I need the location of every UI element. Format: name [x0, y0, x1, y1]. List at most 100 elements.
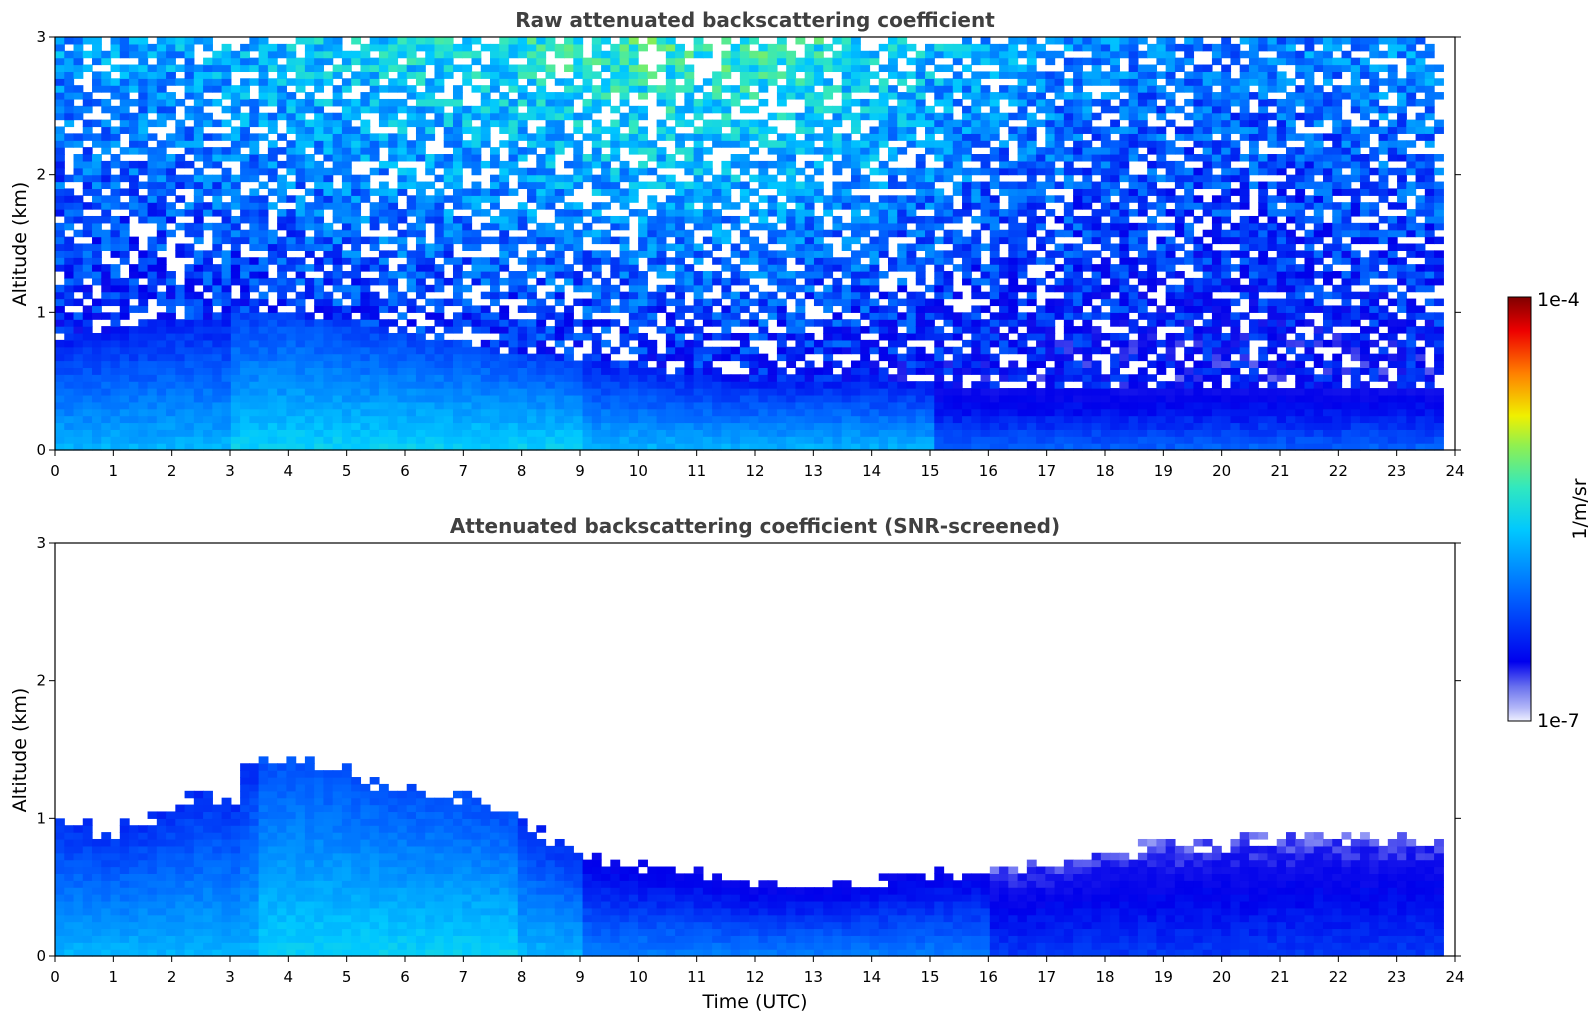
heatmap-cell: [230, 64, 241, 73]
heatmap-cell: [184, 401, 195, 410]
heatmap-cell: [490, 202, 500, 210]
heatmap-cell: [147, 346, 158, 355]
heatmap-cell: [804, 119, 815, 128]
heatmap-cell: [656, 133, 667, 141]
heatmap-cell: [480, 105, 491, 114]
heatmap-cell: [369, 374, 380, 382]
heatmap-cell: [490, 408, 500, 417]
heatmap-cell: [739, 85, 750, 93]
heatmap-cell: [314, 353, 325, 362]
heatmap-cell: [619, 443, 630, 451]
heatmap-cell: [832, 312, 843, 320]
heatmap-cell: [934, 408, 945, 417]
heatmap-cell: [258, 346, 269, 355]
heatmap-cell: [665, 436, 676, 444]
heatmap-cell: [841, 243, 852, 251]
heatmap-cell: [249, 264, 260, 272]
heatmap-cell: [397, 188, 408, 196]
heatmap-cell: [369, 360, 380, 368]
heatmap-cell: [934, 209, 945, 217]
heatmap-cell: [712, 105, 722, 114]
heatmap-cell: [101, 415, 112, 424]
panel-raw-heatmap: [55, 37, 1444, 451]
heatmap-cell: [545, 422, 556, 430]
heatmap-cell: [258, 160, 269, 169]
heatmap-cell: [378, 319, 389, 327]
heatmap-cell: [989, 119, 1000, 128]
heatmap-cell: [415, 401, 426, 410]
heatmap-cell: [897, 415, 908, 424]
heatmap-cell: [721, 332, 732, 341]
heatmap-cell: [721, 112, 732, 121]
heatmap-cell: [240, 167, 250, 176]
heatmap-cell: [341, 360, 352, 368]
heatmap-cell: [906, 257, 917, 265]
heatmap-cell: [573, 119, 584, 128]
heatmap-cell: [351, 50, 362, 59]
heatmap-cell: [406, 43, 417, 52]
heatmap-cell: [452, 98, 463, 107]
heatmap-cell: [610, 188, 621, 196]
heatmap-cell: [962, 154, 972, 162]
heatmap-cell: [850, 360, 861, 368]
heatmap-cell: [64, 271, 75, 279]
heatmap-cell: [332, 422, 343, 430]
heatmap-cell: [776, 271, 787, 279]
heatmap-cell: [92, 243, 102, 251]
heatmap-cell: [527, 140, 537, 148]
heatmap-cell: [462, 443, 473, 451]
heatmap-cell: [721, 140, 732, 148]
heatmap-cell: [462, 202, 473, 210]
heatmap-cell: [610, 408, 621, 417]
heatmap-cell: [258, 167, 269, 176]
heatmap-cell: [471, 401, 482, 410]
heatmap-cell: [360, 381, 371, 389]
heatmap-cell: [119, 236, 130, 245]
heatmap-cell: [369, 43, 380, 52]
heatmap-cell: [203, 98, 213, 107]
heatmap-cell: [1008, 160, 1019, 169]
heatmap-cell: [452, 284, 463, 293]
heatmap-cell: [378, 181, 389, 190]
heatmap-cell: [647, 381, 658, 389]
heatmap-cell: [702, 436, 713, 444]
heatmap-cell: [693, 188, 704, 196]
heatmap-cell: [166, 174, 176, 183]
heatmap-cell: [267, 257, 278, 265]
heatmap-cell: [897, 181, 908, 190]
heatmap-cell: [1008, 43, 1019, 52]
heatmap-cell: [610, 360, 621, 368]
heatmap-cell: [573, 388, 584, 396]
heatmap-cell: [915, 85, 926, 93]
heatmap-cell: [249, 167, 260, 176]
heatmap-cell: [656, 98, 667, 107]
heatmap-cell: [101, 422, 112, 430]
heatmap-cell: [850, 415, 861, 424]
heatmap-cell: [730, 429, 741, 437]
heatmap-cell: [332, 401, 343, 410]
heatmap-cell: [925, 326, 935, 334]
heatmap-cell: [536, 388, 547, 396]
heatmap-cell: [943, 147, 954, 155]
heatmap-cell: [203, 147, 213, 155]
heatmap-cell: [110, 381, 121, 389]
heatmap-cell: [906, 229, 917, 238]
heatmap-cell: [582, 401, 593, 410]
heatmap-cell: [314, 401, 325, 410]
heatmap-cell: [702, 319, 713, 327]
heatmap-cell: [934, 360, 945, 368]
heatmap-cell: [221, 422, 232, 430]
heatmap-cell: [221, 388, 232, 396]
heatmap-cell: [647, 222, 658, 231]
heatmap-cell: [397, 133, 408, 141]
heatmap-cell: [952, 50, 963, 59]
heatmap-cell: [841, 388, 852, 396]
heatmap-cell: [591, 291, 602, 300]
heatmap-cell: [971, 98, 982, 107]
heatmap-cell: [462, 243, 473, 251]
heatmap-cell: [443, 388, 454, 396]
heatmap-cell: [166, 381, 176, 389]
heatmap-cell: [897, 436, 908, 444]
heatmap-cell: [989, 388, 1000, 396]
